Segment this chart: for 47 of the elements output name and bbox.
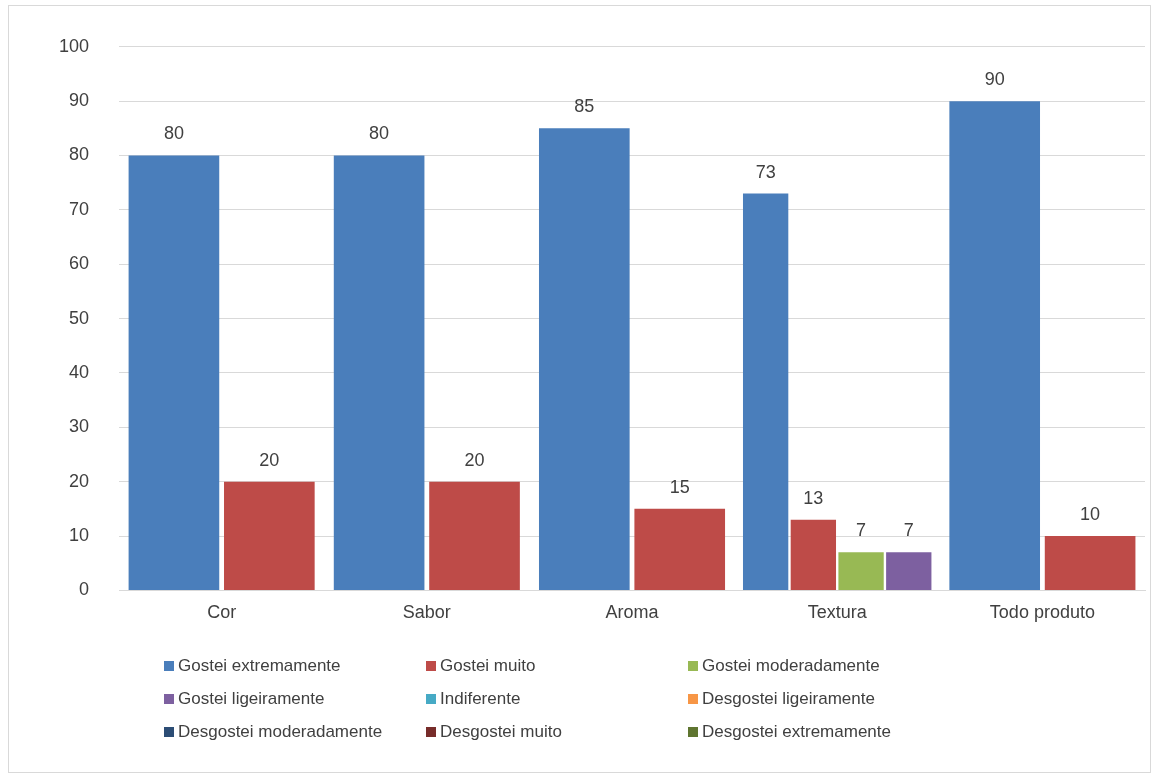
data-label: 7 (903, 520, 914, 541)
legend-label: Gostei ligeiramente (178, 689, 325, 709)
y-tick-label: 40 (69, 361, 90, 382)
y-tick-label: 90 (69, 90, 90, 111)
data-label: 7 (856, 520, 867, 541)
legend-label: Gostei muito (440, 656, 536, 676)
y-tick-label: 70 (69, 198, 90, 219)
legend-label: Indiferente (440, 689, 521, 709)
x-tick-label: Sabor (402, 602, 451, 623)
bar (838, 552, 884, 590)
x-tick-label: Cor (207, 602, 237, 623)
data-label: 15 (669, 476, 690, 497)
bar (538, 128, 630, 590)
legend-label: Gostei extremamente (178, 656, 341, 676)
bar (886, 552, 932, 590)
data-label: 90 (984, 69, 1005, 90)
y-tick-label: 0 (79, 579, 90, 600)
bar (333, 155, 425, 590)
y-tick-label: 30 (69, 416, 90, 437)
y-tick-label: 50 (69, 307, 90, 328)
data-label: 20 (464, 449, 485, 470)
bar (1044, 536, 1136, 590)
bar (429, 481, 520, 590)
y-tick-label: 60 (69, 253, 90, 274)
data-label: 73 (755, 161, 776, 182)
data-label: 80 (369, 123, 390, 144)
y-tick-label: 100 (58, 35, 90, 56)
data-label: 20 (259, 449, 280, 470)
x-tick-label: Todo produto (989, 602, 1095, 623)
x-tick-label: Textura (807, 602, 868, 623)
legend-label: Gostei moderadamente (702, 656, 880, 676)
bar (128, 155, 220, 590)
bar (949, 101, 1041, 590)
bar (224, 481, 315, 590)
data-label: 13 (803, 487, 824, 508)
data-label: 80 (163, 123, 184, 144)
legend-label: Desgostei ligeiramente (702, 689, 875, 709)
y-tick-label: 20 (69, 470, 90, 491)
legend-label: Desgostei moderadamente (178, 722, 383, 742)
legend-label: Desgostei muito (440, 722, 562, 742)
bar (634, 508, 726, 590)
x-tick-label: Aroma (605, 602, 660, 623)
data-label: 10 (1080, 504, 1101, 525)
legend-label: Desgostei extremamente (702, 722, 891, 742)
data-label: 85 (574, 96, 595, 117)
y-tick-label: 10 (69, 525, 90, 546)
y-tick-label: 80 (69, 144, 90, 165)
